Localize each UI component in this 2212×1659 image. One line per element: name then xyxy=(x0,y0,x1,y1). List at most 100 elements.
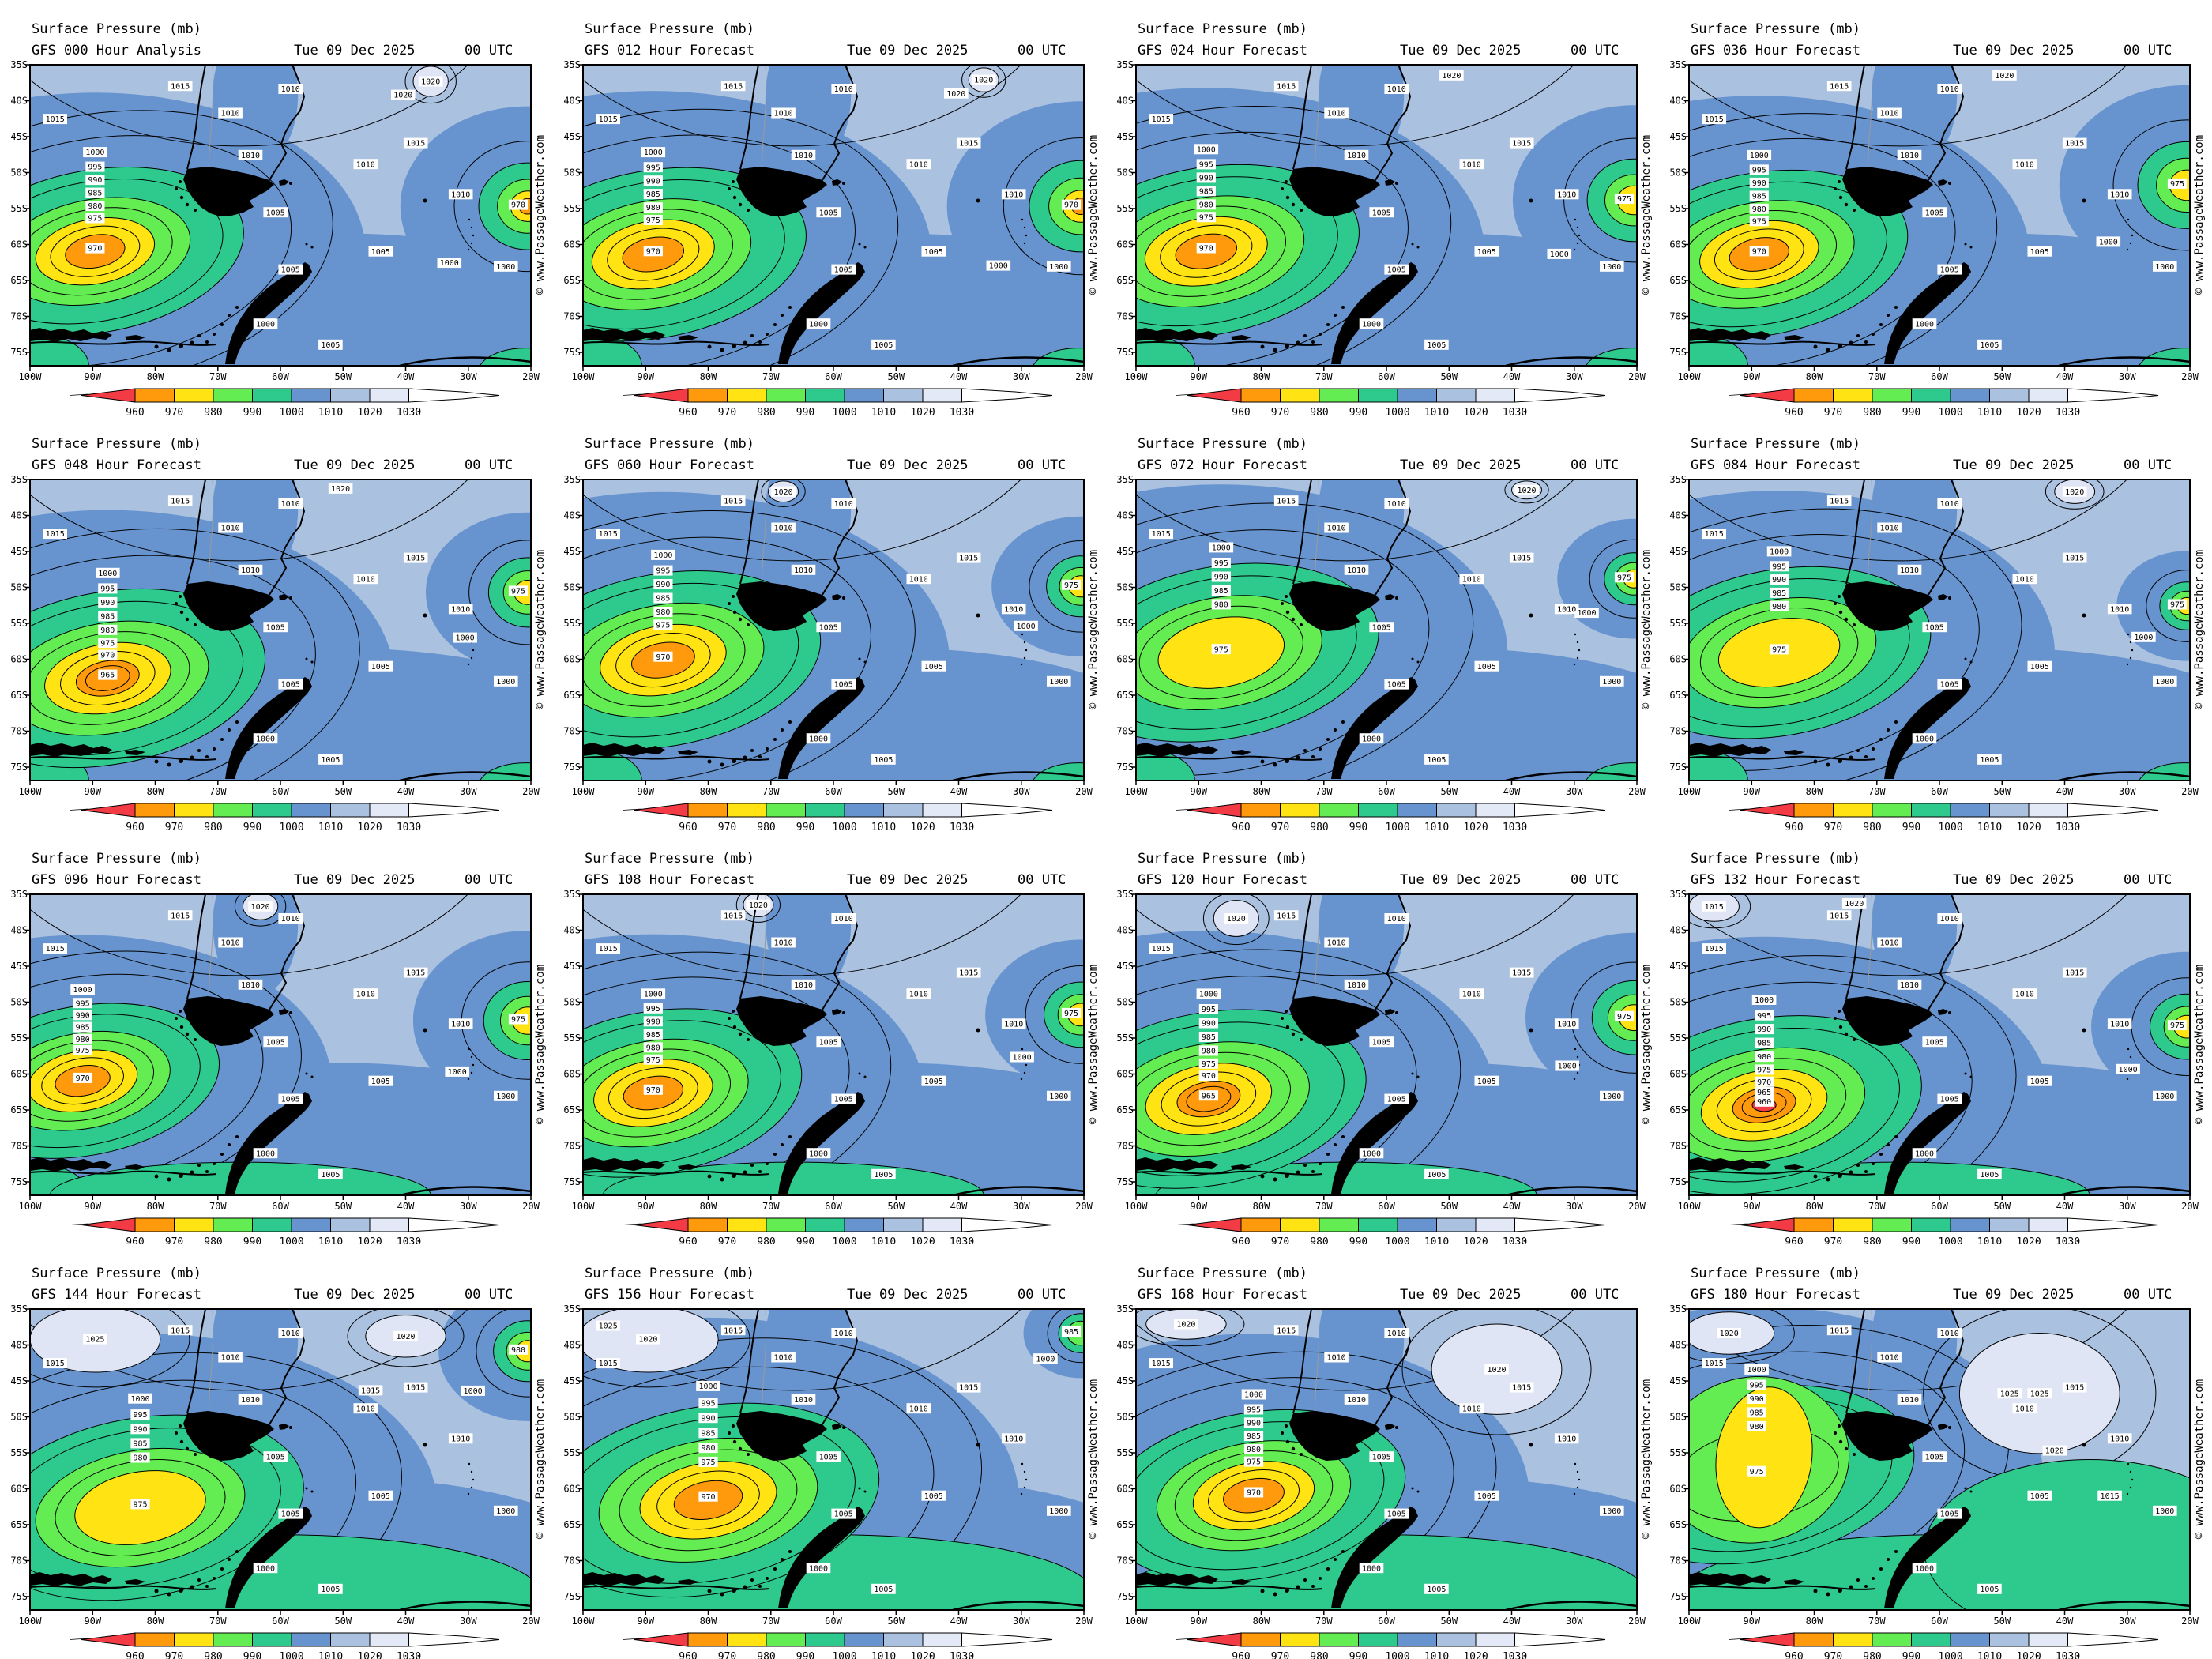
contour-label: 1005 xyxy=(1474,1075,1499,1086)
watermark: © www.PassageWeather.com xyxy=(534,135,547,295)
antarctica-coast-east xyxy=(399,1186,531,1195)
lon-tick-label: 70W xyxy=(762,371,780,382)
lat-tick-label: 35S xyxy=(1116,889,1134,900)
svg-text:975: 975 xyxy=(1750,1468,1764,1477)
lat-tick-label: 35S xyxy=(10,474,28,485)
contour-label: 1015 xyxy=(1149,1358,1173,1368)
svg-text:1010: 1010 xyxy=(794,981,813,990)
contour-label: 985 xyxy=(130,1438,150,1449)
contour-label: 975 xyxy=(698,1456,718,1467)
contour-label: 1005 xyxy=(318,754,343,765)
colorbar-label: 980 xyxy=(757,822,775,830)
contour-label: 1005 xyxy=(263,1451,288,1462)
map-axes: 35S100W40S90W45S80W50S70W55S60W60S50W65S… xyxy=(10,889,540,1212)
colorbar-left-arrow xyxy=(81,803,136,818)
svg-text:1000: 1000 xyxy=(2155,1093,2174,1101)
lon-tick-label: 50W xyxy=(1993,371,2011,382)
contour-label: 1000 xyxy=(986,260,1011,271)
contour-label: 1015 xyxy=(1509,967,1534,978)
contour-label: 1015 xyxy=(720,495,746,506)
contour-label: 990 xyxy=(1198,1018,1218,1029)
lat-tick-label: 40S xyxy=(1669,510,1687,521)
contour-label: 1005 xyxy=(263,622,288,632)
contour-label: 975 xyxy=(2167,1020,2188,1030)
svg-text:1010: 1010 xyxy=(281,500,300,509)
svg-text:1010: 1010 xyxy=(1387,915,1406,924)
contour-label: 995 xyxy=(1211,558,1231,568)
lon-tick-label: 70W xyxy=(1315,371,1333,382)
map-axes: 35S100W40S90W45S80W50S70W55S60W60S50W65S… xyxy=(1116,59,1646,382)
svg-text:1005: 1005 xyxy=(874,1586,893,1594)
map-area: 1000995990985980975970970100010151015101… xyxy=(30,65,531,366)
svg-text:1000: 1000 xyxy=(1750,152,1769,160)
lon-tick-label: 20W xyxy=(2181,786,2199,797)
lon-tick-label: 90W xyxy=(1190,1201,1207,1212)
contour-label: 1010 xyxy=(1897,1394,1922,1405)
contour-label: 1000 xyxy=(1747,149,1772,160)
svg-text:1010: 1010 xyxy=(2110,605,2129,614)
svg-text:1015: 1015 xyxy=(599,115,618,124)
svg-text:1015: 1015 xyxy=(171,497,190,506)
contour-label: 1010 xyxy=(1459,574,1484,584)
svg-text:1010: 1010 xyxy=(1462,1405,1481,1413)
contour-label: 1005 xyxy=(921,246,946,257)
contour-label: 1010 xyxy=(1384,84,1409,94)
contour-label: 1010 xyxy=(2107,604,2132,614)
south-georgia-island xyxy=(423,198,427,203)
contour-label: 1010 xyxy=(1001,189,1026,199)
chile-coastline xyxy=(1845,894,1865,999)
colorbar-label: 990 xyxy=(1902,822,1920,830)
contour-label: 1010 xyxy=(906,1403,931,1413)
lat-tick-label: 35S xyxy=(1669,59,1687,70)
panel-time: 00 UTC xyxy=(2124,1287,2172,1303)
lon-tick-label: 20W xyxy=(1075,1201,1093,1212)
svg-text:1015: 1015 xyxy=(2065,969,2084,978)
south-georgia-island xyxy=(2082,1028,2086,1033)
antarctica-coast-east xyxy=(952,1186,1084,1195)
contour-label: 970 xyxy=(1243,1487,1264,1498)
lat-tick-label: 65S xyxy=(10,1104,28,1115)
lat-tick-label: 35S xyxy=(563,59,581,70)
panel-date: Tue 09 Dec 2025 xyxy=(1953,457,2075,473)
colorbar-label: 960 xyxy=(126,407,144,415)
south-georgia-island xyxy=(976,613,980,618)
falkland-islands xyxy=(1385,179,1395,186)
svg-text:975: 975 xyxy=(1772,646,1786,655)
svg-text:1010: 1010 xyxy=(909,160,928,169)
contour-label: 1010 xyxy=(218,937,243,948)
lon-tick-label: 50W xyxy=(1440,786,1458,797)
contour-label: 1010 xyxy=(771,1352,796,1363)
contour-label: 1000 xyxy=(641,147,666,157)
svg-text:1010: 1010 xyxy=(834,85,853,94)
contour-label: 1005 xyxy=(871,1168,896,1179)
colorbar-label: 1030 xyxy=(950,1236,974,1244)
svg-text:1005: 1005 xyxy=(371,663,390,672)
lon-tick-label: 60W xyxy=(1378,786,1395,797)
svg-text:975: 975 xyxy=(656,621,670,630)
antarctic-peninsula xyxy=(1331,1092,1418,1194)
svg-text:1000: 1000 xyxy=(1013,1054,1032,1063)
pressure-map-svg: Surface Pressure (mb)GFS 180 Hour Foreca… xyxy=(1669,1266,2206,1659)
lat-tick-label: 55S xyxy=(1669,618,1687,629)
contour-label: 1015 xyxy=(43,943,67,954)
falkland-islands xyxy=(279,1009,289,1015)
contour-label: 1000 xyxy=(1751,995,1777,1005)
chile-coastline xyxy=(739,480,759,585)
lon-tick-label: 60W xyxy=(1378,1616,1395,1627)
colorbar-label: 1020 xyxy=(1463,1651,1488,1659)
contour-label: 1000 xyxy=(806,1148,831,1158)
colorbar-label: 1020 xyxy=(357,822,382,830)
contour-label: 980 xyxy=(643,202,663,213)
svg-text:1000: 1000 xyxy=(256,1564,275,1573)
svg-text:1025: 1025 xyxy=(85,1336,104,1345)
svg-text:1010: 1010 xyxy=(281,915,300,924)
svg-text:995: 995 xyxy=(646,1005,660,1014)
contour-label: 990 xyxy=(98,596,118,608)
panel-title: Surface Pressure (mb) xyxy=(32,436,201,452)
colorbar-label: 1010 xyxy=(1977,1651,2002,1659)
contour-label: 1005 xyxy=(871,754,896,765)
lat-tick-label: 50S xyxy=(10,582,28,593)
svg-text:1020: 1020 xyxy=(331,485,350,494)
svg-text:975: 975 xyxy=(1617,574,1631,582)
map-area: 1000995990985980975970965975100010151015… xyxy=(1136,894,1637,1195)
